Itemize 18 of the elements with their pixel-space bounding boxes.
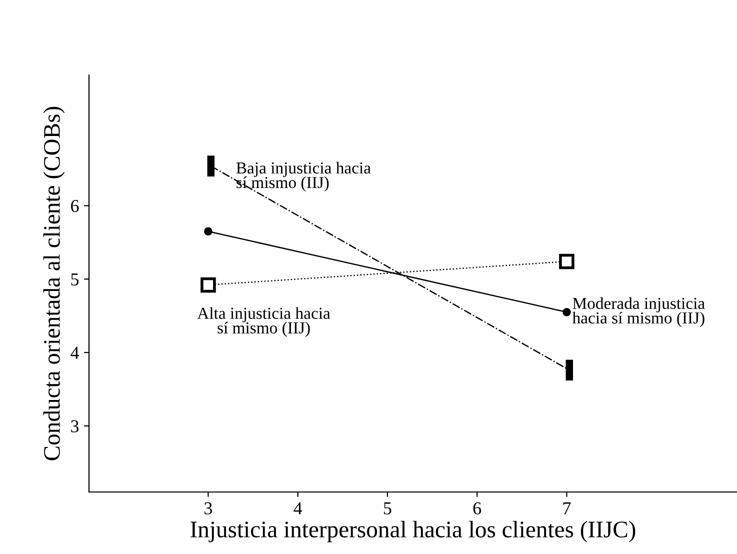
x-axis-title: Injusticia interpersonal hacia los clientes (IIJC) (190, 520, 636, 542)
x-tick-label: 4 (294, 502, 302, 514)
series-label: Moderada injusticia hacia sí mismo (IIJ) (572, 297, 705, 327)
y-axis-title: Conducta orientada al cliente (COBs) (43, 106, 65, 460)
x-tick-label: 6 (473, 502, 482, 514)
y-tick-label: 5 (71, 274, 79, 286)
series-label: Baja injusticia hacia sí mismo (IIJ) (236, 162, 371, 192)
point (562, 308, 571, 316)
y-tick-label: 6 (71, 200, 79, 212)
x-tick-label: 7 (563, 502, 571, 514)
x-tick-label: 5 (384, 502, 392, 514)
x-tick-label: 3 (204, 502, 212, 514)
point (200, 277, 216, 293)
point (204, 227, 212, 236)
point (559, 254, 574, 270)
y-tick-label: 3 (71, 420, 79, 432)
y-tick-label: 4 (70, 346, 79, 359)
series-label: Alta injusticia hacia sí mismo (IIJ) (197, 307, 330, 337)
